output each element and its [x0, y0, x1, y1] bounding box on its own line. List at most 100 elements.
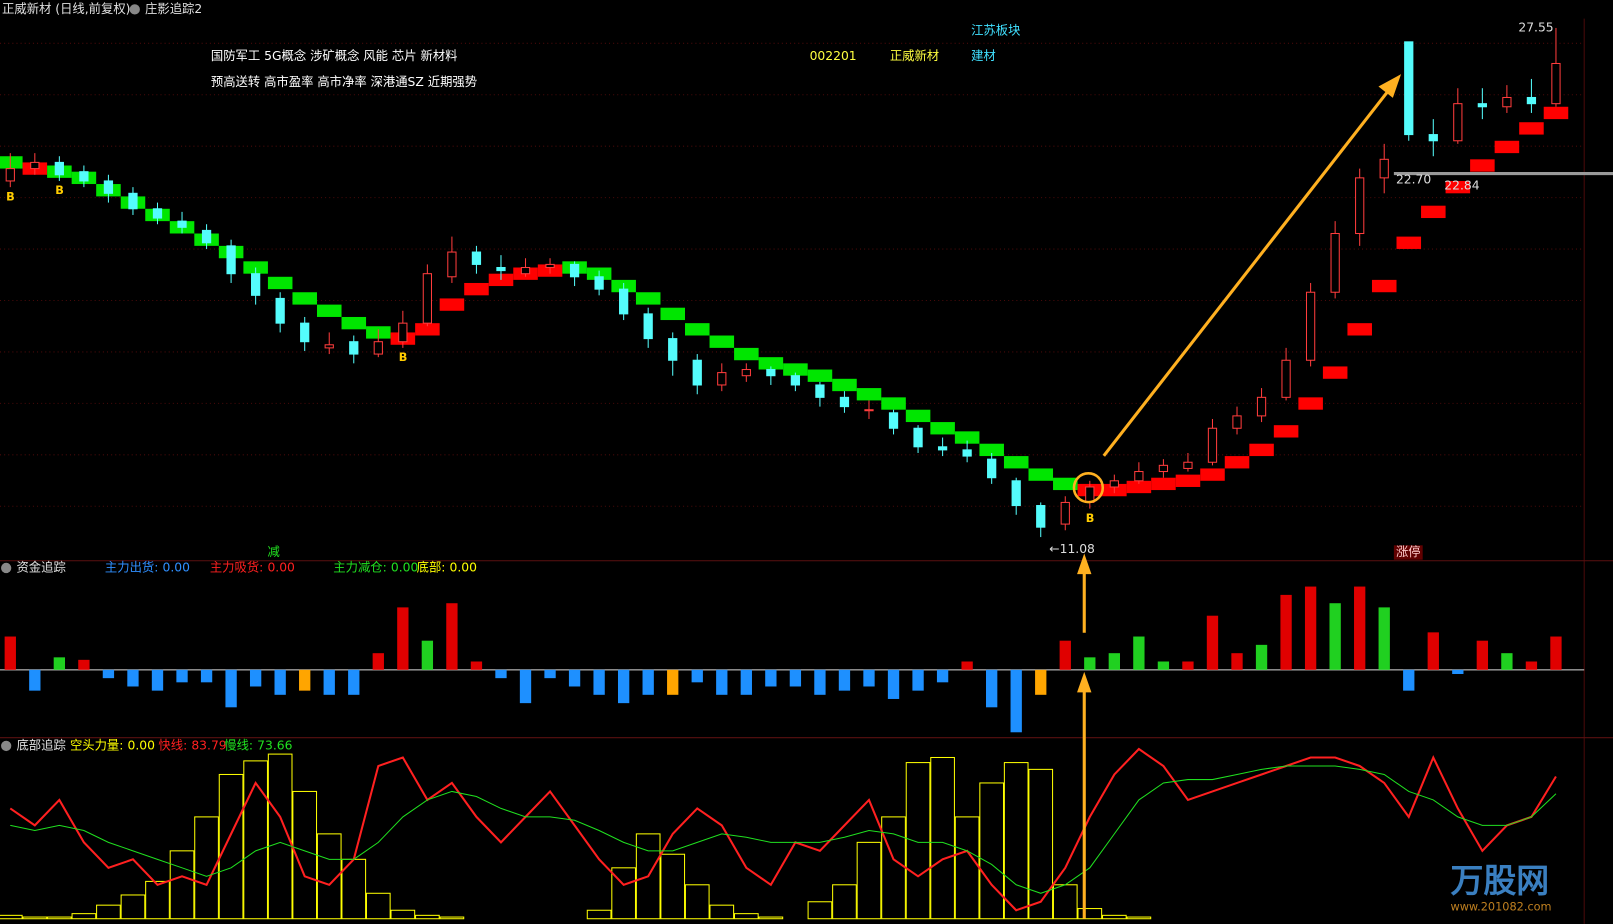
panel-toggle[interactable] — [1, 740, 12, 752]
stock-name: 正威新材 — [890, 48, 939, 63]
flow-bar — [127, 669, 139, 687]
candle-body — [1477, 103, 1487, 108]
candle-body — [422, 273, 433, 324]
trend-step — [1396, 236, 1422, 249]
flow-bar — [814, 669, 826, 695]
flow-bar — [1354, 586, 1366, 670]
flow-bar — [1280, 594, 1292, 670]
bottom-bar — [1077, 908, 1103, 920]
candle-body — [447, 251, 457, 278]
flow-bar — [912, 669, 924, 691]
candle-body — [520, 266, 531, 275]
trend-step — [1298, 397, 1323, 410]
trend-step — [734, 347, 759, 361]
trend-step — [807, 369, 833, 382]
indicator-name[interactable]: 庄影追踪2 — [145, 1, 202, 16]
trend-step — [1028, 468, 1054, 481]
bottom-bar — [169, 850, 195, 920]
flow-bar — [1452, 669, 1464, 674]
flow-bar — [323, 669, 335, 695]
legend-value: 0.00 — [391, 560, 419, 574]
candle-body — [128, 192, 138, 210]
industry: 建材 — [971, 49, 996, 63]
trend-step — [1322, 366, 1348, 379]
trend-step — [1200, 468, 1225, 481]
flow-bar — [887, 669, 900, 699]
candle-body — [839, 396, 850, 408]
flow-bar — [151, 669, 164, 691]
flow-bar — [765, 669, 777, 687]
watermark-site: www.201082.com — [1450, 900, 1551, 913]
candle-body — [790, 375, 801, 386]
indicator-line — [9, 747, 1557, 912]
trend-step — [292, 292, 317, 305]
candle-body — [1158, 464, 1169, 473]
candle-body — [1281, 359, 1291, 398]
candle-body — [741, 369, 751, 377]
flow-bar — [593, 669, 605, 695]
trend-step — [758, 357, 784, 370]
candle-body — [545, 263, 555, 269]
trend-step — [1273, 425, 1299, 438]
bottom-bar — [586, 909, 612, 920]
flow-bar — [4, 636, 16, 670]
trend-step — [0, 156, 23, 169]
flow-bar — [78, 659, 90, 670]
panel-toggle[interactable] — [1, 562, 12, 574]
candle-body — [815, 384, 825, 398]
flow-bar — [617, 669, 630, 704]
flow-bar — [1231, 653, 1243, 670]
candle-body — [251, 273, 261, 296]
indicator-toggle[interactable] — [129, 4, 140, 15]
flow-bar — [1403, 669, 1415, 691]
concept-tags: 预高送转 高市盈率 高市净率 深港通SZ 近期强势 — [211, 74, 477, 89]
candle-body — [54, 161, 64, 176]
flow-bar — [740, 669, 752, 695]
flow-bar — [29, 669, 41, 691]
trend-step — [930, 422, 955, 435]
legend-name: 主力减仓: — [333, 560, 386, 574]
candle-body — [1183, 461, 1193, 469]
bottom-bar — [1101, 914, 1127, 920]
legend-value: 0.00 — [267, 560, 295, 574]
trend-step — [954, 431, 980, 444]
candle-body — [692, 359, 702, 386]
flow-bar — [200, 669, 213, 683]
flow-bar — [372, 653, 384, 670]
trend-step — [660, 307, 686, 321]
signal-label: 涨停 — [1396, 544, 1421, 559]
candle-body — [398, 322, 408, 343]
flow-bar — [397, 607, 409, 670]
bottom-bar — [1028, 768, 1054, 920]
flow-bar — [667, 669, 679, 695]
bottom-bar — [390, 909, 416, 920]
legend-value: 0.00 — [450, 560, 478, 574]
flow-bar — [1035, 669, 1047, 695]
buy-marker: B — [6, 190, 15, 203]
candle-body — [594, 276, 604, 290]
bottom-bar — [0, 914, 23, 920]
bottom-bar — [733, 913, 759, 920]
flow-bar — [1108, 653, 1120, 670]
flow-bar — [1329, 603, 1341, 670]
signal-label: 减 — [267, 545, 279, 559]
stock-title: 正威新材 (日线,前复权) — [2, 1, 130, 16]
buy-marker: B — [1086, 512, 1095, 525]
legend-name: 主力出货: — [105, 559, 158, 574]
candle-body — [5, 168, 15, 182]
candle-body — [1526, 96, 1537, 105]
candle-body — [864, 409, 874, 412]
trend-step — [1421, 205, 1446, 219]
stock-code: 002201 — [810, 49, 857, 63]
candle-body — [1011, 480, 1021, 507]
legend-value: 0.00 — [128, 738, 156, 752]
flow-bar — [1059, 640, 1071, 670]
candle-body — [152, 208, 163, 219]
candle-body — [201, 229, 212, 244]
flow-bar — [642, 669, 654, 695]
candle-body — [1453, 103, 1463, 142]
trend-step — [783, 363, 808, 376]
legend-name: 底部: — [417, 559, 446, 574]
